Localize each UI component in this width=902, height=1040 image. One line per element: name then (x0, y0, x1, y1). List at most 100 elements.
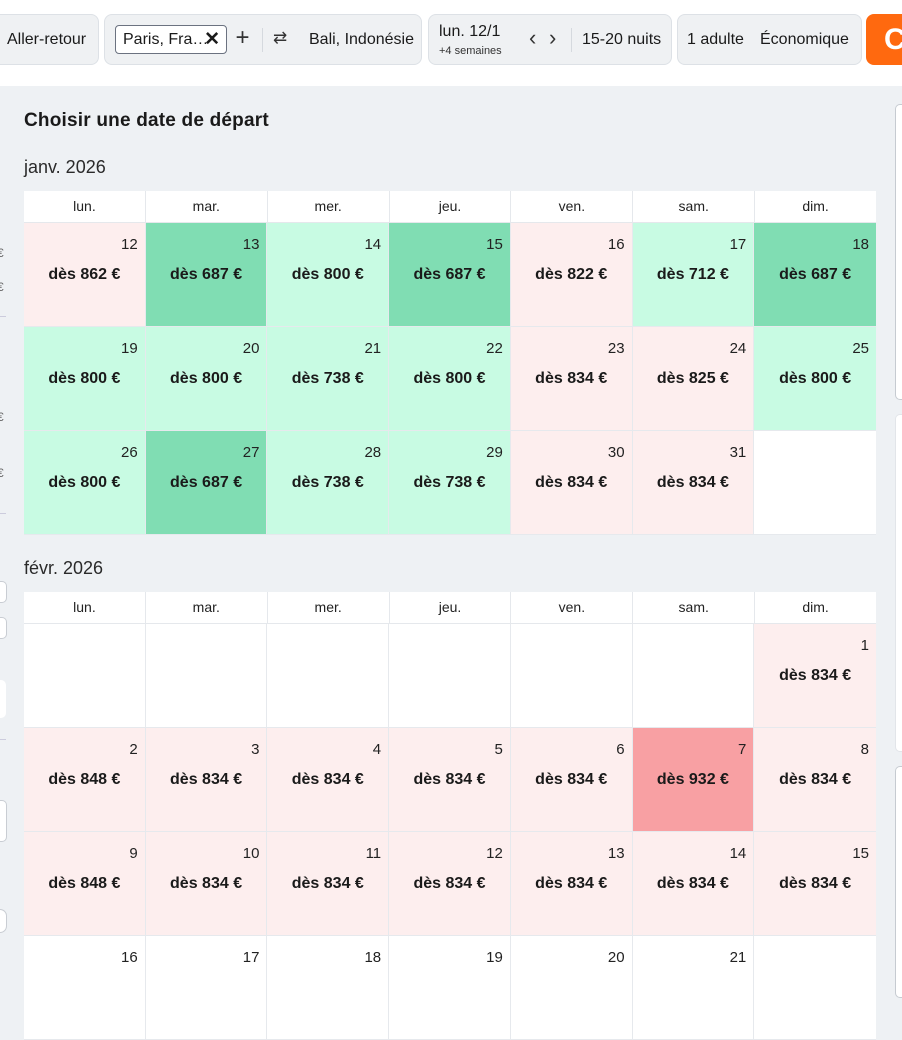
trip-type-label: Aller-retour (7, 30, 87, 48)
weekday-label: sam. (633, 191, 756, 223)
calendar-day-cell[interactable]: 21 dès 738 € (267, 327, 390, 431)
calendar-day-cell[interactable]: 20 dès 800 € (145, 327, 268, 431)
day-number: 18 (364, 949, 382, 966)
day-number: 18 (852, 236, 869, 253)
day-price: dès 687 € (413, 266, 486, 283)
day-price: dès 738 € (291, 370, 364, 387)
clipped-panel (0, 680, 6, 718)
clipped-control[interactable] (0, 909, 7, 933)
close-icon[interactable]: ✕ (204, 29, 220, 50)
calendar-day-cell[interactable]: 1 dès 834 € (754, 624, 876, 728)
day-number: 20 (242, 340, 260, 357)
clipped-control[interactable] (0, 581, 7, 603)
divider (0, 739, 6, 740)
calendar-day-cell[interactable]: 2 dès 848 € (24, 728, 146, 832)
calendar-day-cell[interactable]: 18 (267, 936, 390, 1040)
day-price: dès 834 € (535, 875, 608, 892)
origin-chip[interactable]: Paris, Fra… ✕ (115, 25, 227, 54)
day-number: 3 (251, 741, 260, 758)
day-price: dès 834 € (291, 771, 364, 788)
clipped-control[interactable] (0, 800, 7, 842)
trip-type-selector[interactable]: Aller-retour (0, 14, 99, 65)
day-number: 2 (129, 741, 138, 758)
day-number: 26 (121, 444, 138, 461)
calendar-day-cell[interactable]: 9 dès 848 € (24, 832, 146, 936)
day-price: dès 687 € (170, 474, 243, 491)
divider (0, 513, 6, 514)
calendar-day-cell[interactable]: 26 dès 800 € (24, 431, 146, 535)
weekday-label: jeu. (389, 191, 512, 223)
trip-duration[interactable]: 15-20 nuits (582, 31, 662, 48)
calendar-day-cell[interactable]: 12 dès 834 € (389, 832, 511, 936)
chevron-left-icon[interactable]: ‹ (529, 25, 537, 50)
destination-field[interactable]: Bali, Indonésie (309, 31, 414, 48)
passengers-field[interactable]: 1 adulte (687, 31, 744, 48)
clipped-text: € (0, 280, 4, 294)
swap-arrows-icon[interactable]: ⇄ (273, 28, 288, 47)
departure-date[interactable]: lun. 12/1 (439, 23, 501, 40)
calendar-day-cell[interactable]: 7 dès 932 € (632, 728, 755, 832)
calendar-day-cell[interactable]: 24 dès 825 € (632, 327, 755, 431)
plus-icon[interactable]: + (235, 24, 250, 51)
day-number: 24 (729, 340, 747, 357)
weekday-label: mar. (145, 592, 268, 624)
calendar-day-cell[interactable]: 22 dès 800 € (389, 327, 511, 431)
day-number: 27 (242, 444, 260, 461)
calendar-day-cell[interactable]: 6 dès 834 € (510, 728, 633, 832)
calendar-day-cell[interactable]: 21 (632, 936, 755, 1040)
day-price: dès 848 € (48, 875, 121, 892)
day-number: 14 (364, 236, 382, 253)
day-price: dès 834 € (779, 771, 852, 788)
calendar-grid-february: 1 dès 834 € 2 dès 848 € 3 dès 834 € 4 dès 834 €… (24, 624, 876, 1040)
calendar-day-cell[interactable]: 31 dès 834 € (632, 431, 755, 535)
day-price: dès 834 € (170, 875, 243, 892)
calendar-day-cell[interactable]: 13 dès 834 € (510, 832, 633, 936)
weekday-header: lun. mar. mer. jeu. ven. sam. dim. (24, 592, 877, 624)
calendar-day-cell[interactable]: 28 dès 738 € (267, 431, 390, 535)
date-flexibility: +4 semaines (439, 45, 502, 57)
calendar-day-cell[interactable]: 18 dès 687 € (754, 223, 876, 327)
divider (262, 28, 263, 52)
day-number: 31 (729, 444, 747, 461)
chevron-right-icon[interactable]: › (549, 25, 557, 50)
calendar-day-cell[interactable]: 16 dès 822 € (510, 223, 633, 327)
day-price: dès 825 € (656, 370, 729, 387)
search-button[interactable]: C (866, 14, 902, 65)
calendar-day-cell[interactable]: 12 dès 862 € (24, 223, 146, 327)
day-number: 17 (242, 949, 260, 966)
calendar-day-cell[interactable]: 4 dès 834 € (267, 728, 390, 832)
calendar-day-cell[interactable]: 13 dès 687 € (145, 223, 268, 327)
calendar-day-cell[interactable]: 3 dès 834 € (145, 728, 268, 832)
day-number: 6 (616, 741, 625, 758)
calendar-day-cell[interactable]: 15 dès 834 € (754, 832, 876, 936)
calendar-day-cell[interactable]: 5 dès 834 € (389, 728, 511, 832)
clipped-text: € (0, 410, 4, 424)
clipped-panel (895, 414, 902, 752)
calendar-day-cell[interactable]: 8 dès 834 € (754, 728, 876, 832)
clipped-control[interactable] (0, 617, 7, 639)
day-number: 30 (607, 444, 625, 461)
calendar-day-cell[interactable]: 19 (389, 936, 511, 1040)
calendar-day-cell[interactable]: 19 dès 800 € (24, 327, 146, 431)
calendar-day-cell[interactable]: 17 dès 712 € (632, 223, 755, 327)
calendar-day-cell[interactable]: 14 dès 834 € (632, 832, 755, 936)
day-price: dès 687 € (779, 266, 852, 283)
calendar-empty-cell (267, 624, 390, 728)
calendar-day-cell[interactable]: 29 dès 738 € (389, 431, 511, 535)
weekday-label: dim. (755, 592, 877, 624)
search-button-label: C (884, 23, 902, 56)
calendar-day-cell[interactable]: 17 (145, 936, 268, 1040)
calendar-day-cell[interactable]: 27 dès 687 € (145, 431, 268, 535)
calendar-day-cell[interactable]: 30 dès 834 € (510, 431, 633, 535)
calendar-day-cell[interactable]: 11 dès 834 € (267, 832, 390, 936)
calendar-day-cell[interactable]: 20 (510, 936, 633, 1040)
cabin-class-field[interactable]: Économique (760, 31, 849, 48)
day-price: dès 834 € (535, 370, 608, 387)
calendar-day-cell[interactable]: 25 dès 800 € (754, 327, 876, 431)
weekday-label: dim. (755, 191, 877, 223)
calendar-day-cell[interactable]: 23 dès 834 € (510, 327, 633, 431)
calendar-day-cell[interactable]: 15 dès 687 € (389, 223, 511, 327)
calendar-day-cell[interactable]: 10 dès 834 € (145, 832, 268, 936)
calendar-day-cell[interactable]: 14 dès 800 € (267, 223, 390, 327)
calendar-day-cell[interactable]: 16 (24, 936, 146, 1040)
